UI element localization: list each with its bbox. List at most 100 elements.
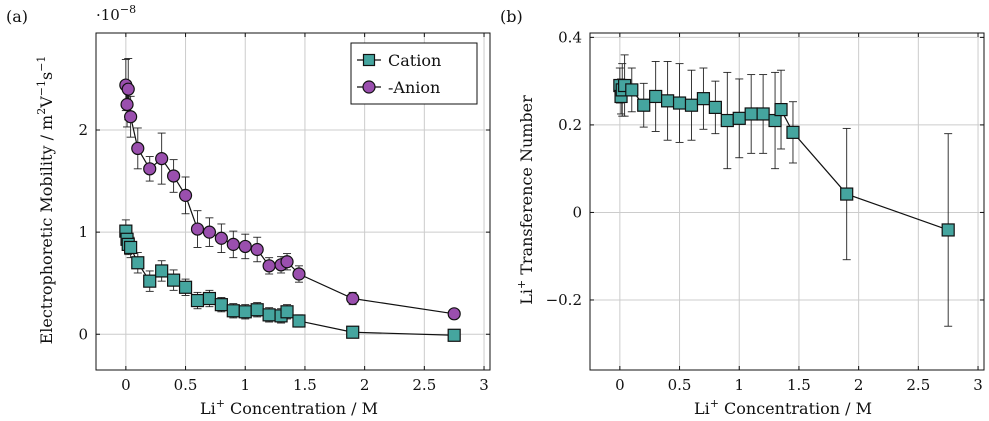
- y-axis-label-b: Li+ Transference Number: [515, 95, 536, 305]
- legend-marker-anion: [362, 80, 376, 94]
- data-point: [155, 264, 169, 278]
- data-point: [214, 231, 228, 245]
- legend-marker-cation: [362, 53, 376, 67]
- data-point: [292, 267, 306, 281]
- data-point: [226, 237, 240, 251]
- x-tick-label: 2: [854, 376, 864, 394]
- y-tick-label: −0.2: [546, 291, 582, 309]
- x-axis-label-a: Li+ Concentration / M: [200, 397, 378, 418]
- data-point: [346, 291, 360, 306]
- data-point: [238, 239, 252, 254]
- data-point: [744, 107, 758, 121]
- x-tick-label: 0: [121, 376, 131, 394]
- x-tick-label: 1.5: [787, 376, 811, 394]
- grid-b: [590, 33, 984, 370]
- data-point: [696, 92, 711, 106]
- series-transference: [613, 54, 955, 327]
- y-tick-label: 0: [572, 203, 582, 221]
- legend-label-anion: -Anion: [388, 78, 440, 97]
- y-axis-exponent-a: ·10−8: [96, 3, 136, 24]
- panel-label-a: (a): [6, 7, 28, 26]
- x-tick-label: 2.5: [412, 376, 436, 394]
- y-tick-label: 1: [78, 223, 88, 241]
- data-point: [226, 304, 240, 318]
- data-point: [941, 223, 955, 237]
- data-point: [202, 225, 217, 239]
- x-axis-label-b: Li+ Concentration / M: [694, 397, 872, 418]
- data-point: [774, 102, 788, 117]
- legend: Cation -Anion: [350, 42, 478, 105]
- data-point: [625, 83, 639, 97]
- y-tick-label: 0.4: [558, 28, 582, 46]
- panel-b: (b) 0 0.5 1 1.5 2 2.5 3 −0.2 0 0.2 0.4 Li+ Concen…: [500, 7, 985, 418]
- data-point: [190, 293, 205, 308]
- data-point: [708, 100, 722, 115]
- legend-box: [350, 42, 478, 105]
- series-anion: [119, 58, 461, 321]
- x-tick-label: 2: [360, 376, 370, 394]
- x-tick-label: 1: [734, 376, 744, 394]
- data-point: [292, 314, 306, 328]
- data-point: [447, 307, 461, 321]
- legend-entry-cation: Cation: [357, 51, 441, 70]
- data-point: [124, 110, 138, 124]
- data-point: [672, 96, 687, 110]
- x-tick-label: 3: [479, 376, 489, 394]
- x-tick-label: 0: [615, 376, 625, 394]
- data-point: [124, 240, 138, 255]
- y-tick-label: 2: [78, 121, 88, 139]
- x-tick-label: 2.5: [906, 376, 930, 394]
- data-point: [131, 141, 145, 155]
- data-point: [167, 169, 181, 183]
- data-point: [756, 107, 770, 121]
- y-tick-label: 0.2: [558, 116, 582, 134]
- data-point: [732, 111, 746, 125]
- data-point: [238, 305, 252, 319]
- data-point: [167, 273, 181, 287]
- data-point: [637, 98, 651, 112]
- data-point: [120, 97, 134, 112]
- data-point: [840, 187, 854, 201]
- data-point: [214, 298, 228, 312]
- series-a: [119, 58, 461, 342]
- data-point: [190, 222, 205, 236]
- data-point: [649, 89, 663, 104]
- x-tick-label: 1.5: [293, 376, 317, 394]
- plot-frame-a: [95, 32, 491, 371]
- series-b: [613, 54, 955, 327]
- y-tick-label: 0: [78, 325, 88, 343]
- data-point: [661, 94, 675, 108]
- data-point: [346, 325, 360, 339]
- y-axis-label-a: Electrophoretic Mobility / m2V−1s−1: [35, 56, 56, 345]
- data-point: [143, 274, 157, 288]
- y-ticks-b: −0.2 0 0.2 0.4: [546, 28, 984, 309]
- data-point: [720, 113, 734, 128]
- data-point: [262, 259, 276, 273]
- data-point: [447, 328, 461, 342]
- data-point: [262, 308, 276, 322]
- data-point: [768, 113, 782, 128]
- series-cation: [119, 219, 461, 342]
- data-point: [684, 98, 699, 112]
- data-point: [143, 162, 157, 176]
- panel-label-b: (b): [500, 7, 523, 26]
- x-tick-label: 3: [973, 376, 983, 394]
- data-point: [155, 152, 169, 166]
- x-ticks-b: 0 0.5 1 1.5 2 2.5 3: [615, 33, 983, 394]
- data-point: [250, 242, 264, 257]
- data-point: [178, 280, 193, 294]
- data-point: [202, 291, 217, 306]
- data-point: [250, 303, 264, 317]
- legend-label-cation: Cation: [388, 51, 441, 70]
- plot-frame-b: [589, 32, 985, 371]
- data-point: [178, 188, 193, 202]
- data-point: [786, 125, 800, 139]
- y-ticks-a: 0 1 2: [78, 121, 490, 343]
- legend-entry-anion: -Anion: [357, 78, 440, 97]
- x-tick-label: 0.5: [668, 376, 692, 394]
- panel-a: (a) ·10−8 0 0.5 1 1.5 2 2.5 3 0 1 2 Li+ Concentr…: [6, 3, 491, 418]
- data-point: [280, 255, 294, 269]
- data-point: [121, 82, 135, 96]
- x-tick-label: 1: [240, 376, 250, 394]
